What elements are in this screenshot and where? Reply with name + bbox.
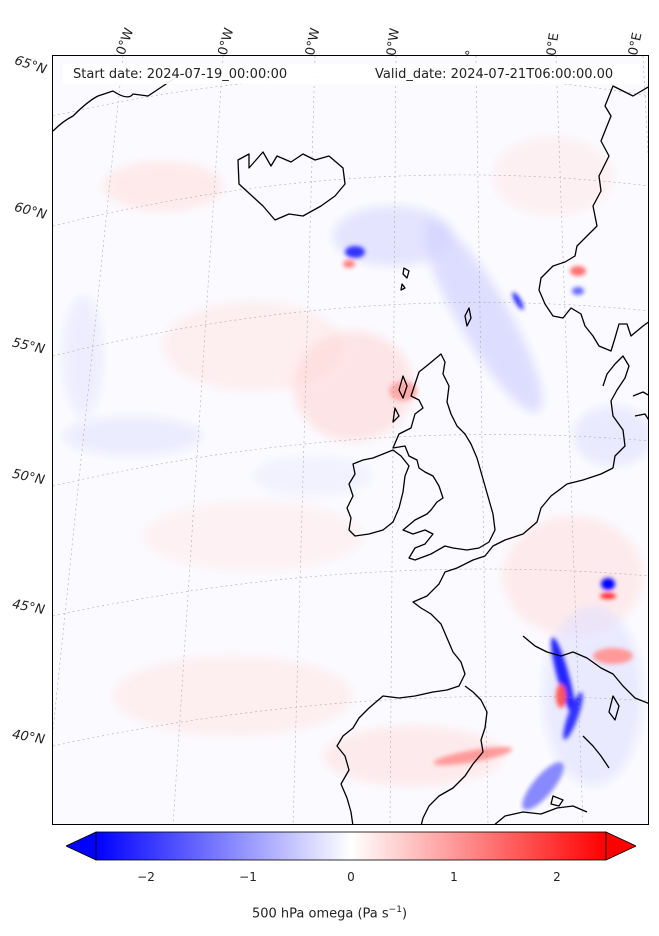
strong-features	[343, 246, 633, 810]
lat-label-50n: 50°N	[10, 466, 46, 489]
lat-label-55n: 55°N	[10, 335, 47, 358]
colorbar-tick-1: 1	[450, 870, 458, 884]
lat-label-60n: 60°N	[12, 200, 49, 223]
colorbar-tick-2: 2	[553, 870, 561, 884]
graticule	[53, 56, 648, 824]
colorbar-extend-min	[66, 831, 97, 861]
omega-field-map	[53, 56, 648, 824]
colorbar-tick-0: 0	[347, 870, 355, 884]
colorbar-label-close: )	[401, 906, 408, 922]
colorbar-tick-neg2: −2	[137, 870, 155, 884]
coastlines	[53, 70, 648, 824]
lat-label-65n: 65°N	[12, 53, 49, 78]
start-date-label: Start date: 2024-07-19_00:00:00	[73, 67, 288, 82]
colorbar-gradient	[95, 831, 607, 861]
lat-label-45n: 45°N	[10, 597, 46, 618]
map-panel: Start date: 2024-07-19_00:00:00 Valid_da…	[52, 55, 649, 825]
info-bar	[63, 64, 640, 84]
colorbar-label-exponent: −1	[388, 905, 402, 915]
colorbar-tick-neg1: −1	[239, 870, 257, 884]
field-shading	[63, 136, 648, 786]
lat-label-40n: 40°N	[10, 727, 46, 748]
colorbar	[66, 831, 636, 861]
colorbar-label: 500 hPa omega (Pa s−1)	[0, 905, 659, 921]
colorbar-label-main: 500 hPa omega (Pa s	[251, 906, 389, 922]
colorbar-extend-max	[605, 831, 636, 861]
valid-date-label: Valid_date: 2024-07-21T06:00:00.00	[375, 67, 614, 82]
